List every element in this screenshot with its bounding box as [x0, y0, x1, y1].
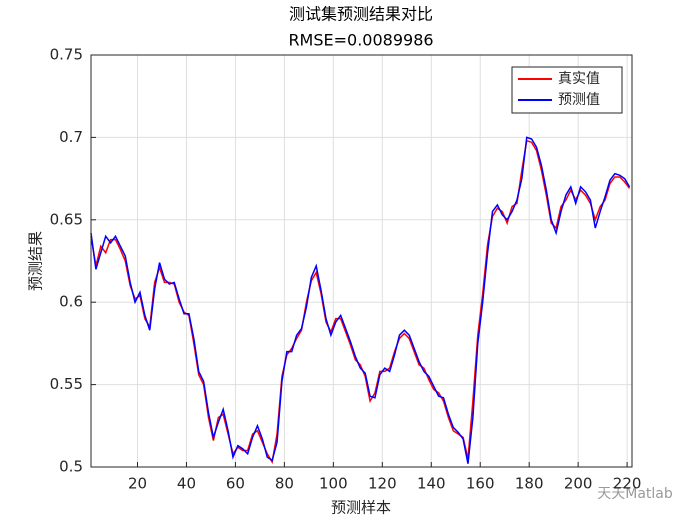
y-tick-label: 0.75 — [50, 46, 83, 64]
x-tick-label: 60 — [226, 475, 245, 493]
x-tick-label: 40 — [177, 475, 196, 493]
x-tick-label: 80 — [275, 475, 294, 493]
x-tick-label: 20 — [128, 475, 147, 493]
chart-title: 测试集预测结果对比 — [289, 5, 433, 24]
y-tick-label: 0.55 — [50, 375, 83, 393]
watermark: 天天Matlab — [597, 486, 673, 502]
y-tick-label: 0.6 — [59, 293, 83, 311]
x-tick-label: 220 — [613, 475, 642, 493]
plot-area — [91, 55, 632, 467]
legend-box — [511, 66, 623, 114]
y-tick-label: 0.5 — [59, 458, 83, 476]
x-tick-label: 120 — [368, 475, 397, 493]
chart-subtitle: RMSE=0.0089986 — [288, 31, 433, 50]
y-tick-label: 0.7 — [59, 128, 83, 146]
x-tick-label: 180 — [515, 475, 544, 493]
x-tick-label: 100 — [319, 475, 348, 493]
y-tick-label: 0.65 — [50, 210, 83, 228]
x-tick-label: 140 — [417, 475, 446, 493]
legend-label: 真实值 — [558, 71, 600, 87]
x-tick-label: 160 — [466, 475, 495, 493]
data-line — [90, 136, 631, 464]
legend-label: 预测值 — [558, 92, 600, 108]
x-axis-label: 预测样本 — [331, 499, 391, 517]
x-tick-label: 200 — [564, 475, 593, 493]
axes-box — [90, 54, 633, 468]
y-axis-label: 预测结果 — [27, 231, 45, 291]
